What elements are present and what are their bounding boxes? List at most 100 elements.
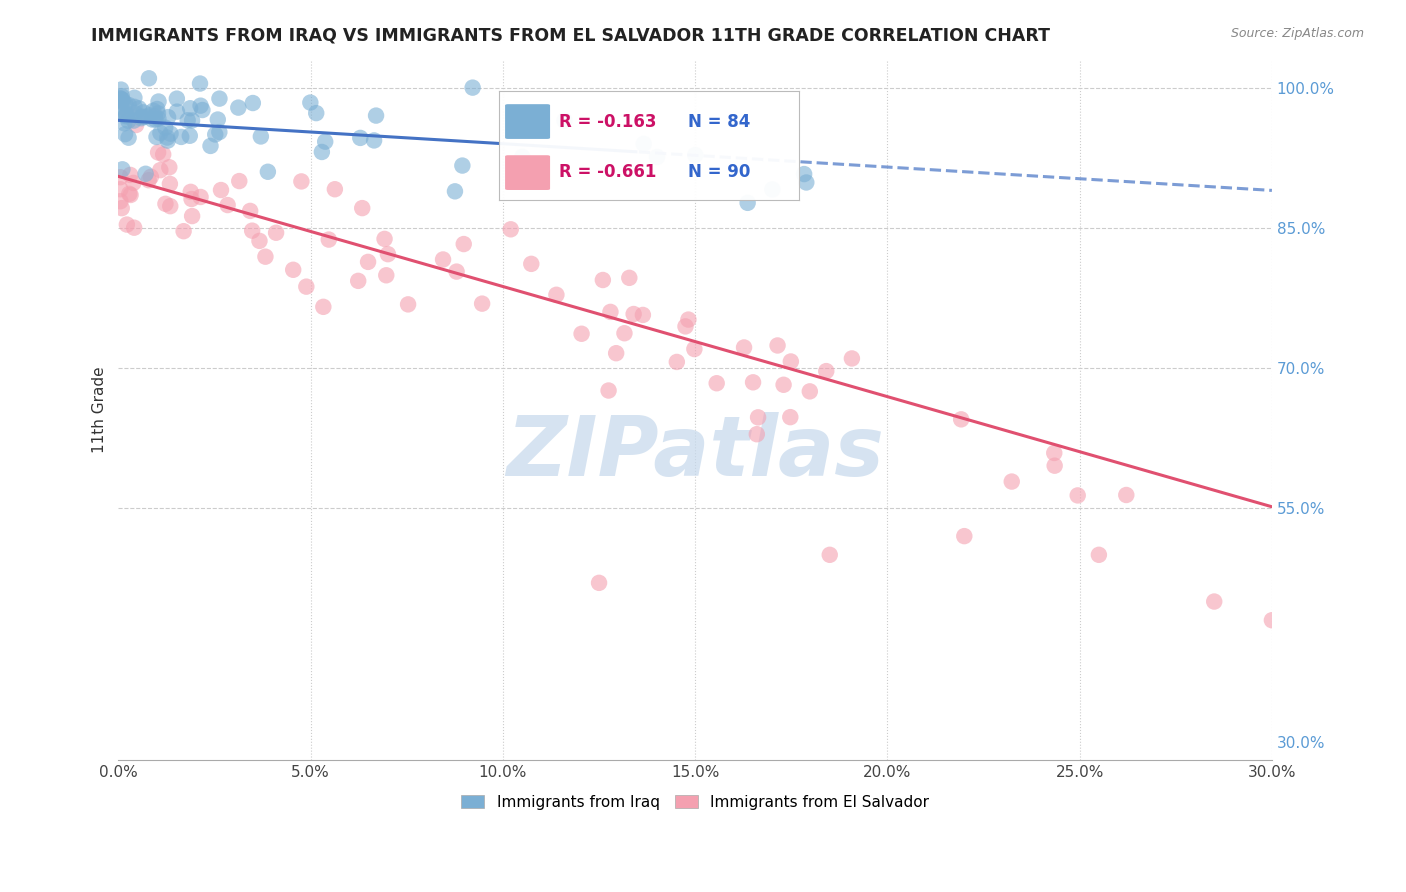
Point	[706, 376, 728, 391]
Point	[148, 95, 170, 109]
Point	[188, 77, 211, 91]
Point	[110, 182, 132, 196]
Point	[683, 148, 706, 162]
Point	[120, 188, 142, 202]
Legend: Immigrants from Iraq, Immigrants from El Salvador: Immigrants from Iraq, Immigrants from El…	[456, 789, 935, 816]
Point	[815, 364, 838, 378]
Point	[207, 112, 229, 127]
Point	[141, 112, 163, 127]
Point	[779, 410, 801, 425]
Point	[471, 296, 494, 310]
Point	[242, 95, 264, 110]
Point	[512, 150, 534, 164]
Point	[742, 376, 765, 390]
Point	[323, 182, 346, 196]
Point	[132, 105, 155, 120]
Point	[181, 209, 204, 223]
Point	[110, 82, 132, 96]
Point	[250, 129, 273, 144]
Point	[173, 224, 195, 238]
Point	[138, 71, 160, 86]
Point	[363, 133, 385, 147]
Point	[110, 92, 132, 106]
Point	[124, 100, 146, 114]
Point	[733, 341, 755, 355]
Point	[257, 165, 280, 179]
Point	[745, 427, 768, 442]
Point	[139, 169, 162, 184]
Point	[675, 319, 697, 334]
Point	[122, 220, 145, 235]
Point	[249, 234, 271, 248]
Point	[179, 101, 201, 115]
Point	[118, 186, 141, 201]
Point	[311, 145, 333, 159]
Point	[432, 252, 454, 267]
Point	[143, 110, 166, 124]
Point	[204, 128, 226, 142]
Point	[139, 108, 162, 122]
Point	[1001, 475, 1024, 489]
Point	[149, 126, 172, 140]
Point	[1115, 488, 1137, 502]
Point	[283, 262, 305, 277]
Text: IMMIGRANTS FROM IRAQ VS IMMIGRANTS FROM EL SALVADOR 11TH GRADE CORRELATION CHART: IMMIGRANTS FROM IRAQ VS IMMIGRANTS FROM …	[91, 27, 1050, 45]
Point	[157, 110, 180, 124]
Point	[118, 98, 141, 112]
Point	[115, 108, 138, 122]
Point	[377, 247, 399, 261]
Point	[124, 91, 146, 105]
Point	[156, 130, 179, 145]
Point	[347, 274, 370, 288]
Point	[129, 112, 152, 126]
Point	[374, 232, 396, 246]
Point	[779, 354, 801, 368]
Point	[553, 113, 575, 128]
Point	[352, 201, 374, 215]
Point	[138, 173, 160, 187]
Point	[179, 128, 201, 143]
Point	[240, 224, 263, 238]
Point	[120, 168, 142, 182]
Point	[209, 183, 232, 197]
Point	[145, 130, 167, 145]
Point	[134, 110, 156, 124]
Point	[217, 198, 239, 212]
Point	[115, 218, 138, 232]
Point	[305, 106, 328, 120]
Point	[312, 300, 335, 314]
Point	[135, 167, 157, 181]
Point	[152, 147, 174, 161]
Point	[156, 134, 179, 148]
Point	[1204, 594, 1226, 608]
Point	[124, 106, 146, 120]
Point	[110, 194, 132, 209]
Y-axis label: 11th Grade: 11th Grade	[93, 367, 107, 453]
Point	[128, 101, 150, 115]
Point	[364, 109, 387, 123]
Point	[737, 195, 759, 210]
Point	[761, 182, 783, 196]
Point	[357, 255, 380, 269]
Point	[1067, 488, 1090, 502]
Point	[794, 176, 817, 190]
Point	[598, 384, 620, 398]
Point	[117, 113, 139, 128]
Point	[110, 95, 132, 109]
Point	[678, 312, 700, 326]
Point	[228, 101, 250, 115]
Point	[1043, 446, 1066, 460]
Point	[841, 351, 863, 366]
Point	[125, 118, 148, 132]
Point	[318, 233, 340, 247]
Point	[499, 222, 522, 236]
Point	[190, 190, 212, 204]
Point	[453, 237, 475, 252]
Point	[159, 127, 181, 141]
Point	[112, 116, 135, 130]
Point	[200, 139, 222, 153]
Point	[146, 106, 169, 120]
Point	[446, 264, 468, 278]
Point	[117, 130, 139, 145]
Point	[111, 201, 134, 215]
